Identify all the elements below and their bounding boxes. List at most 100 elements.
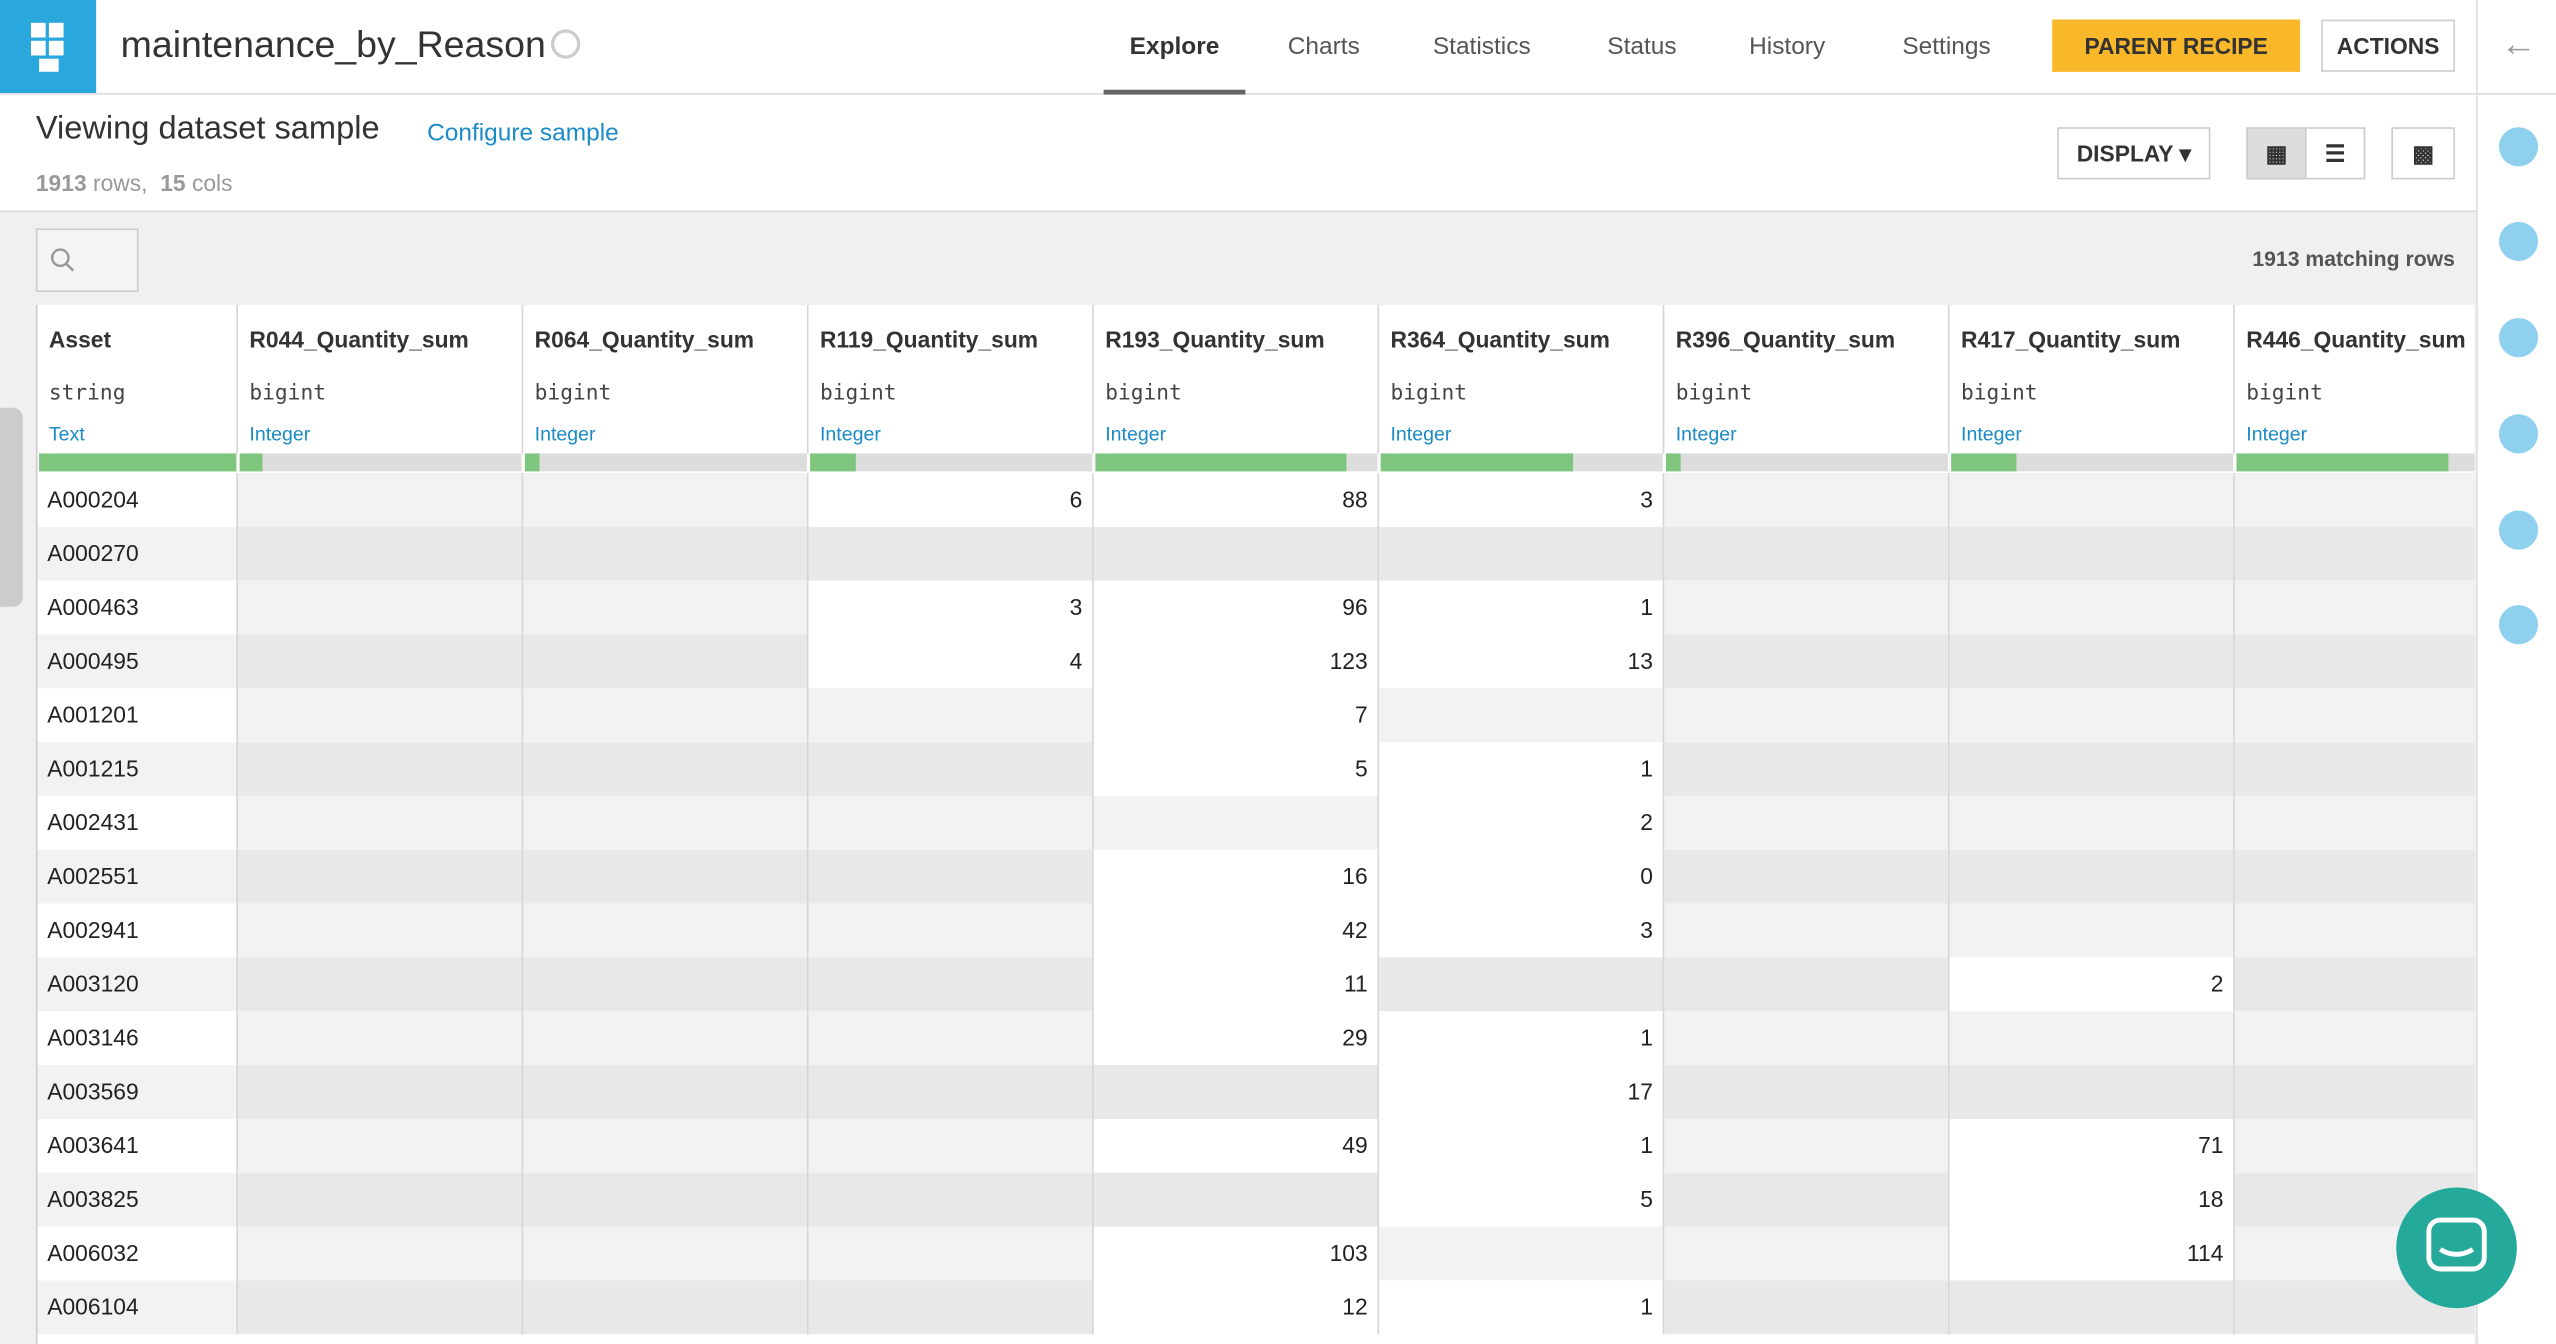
value-cell <box>523 957 809 1012</box>
column-meaning[interactable]: Integer <box>1675 422 1737 446</box>
column-type: bigint <box>1105 381 1182 407</box>
scroll-handle[interactable] <box>0 407 23 607</box>
cols-count: 15 <box>160 169 186 196</box>
value-cell <box>523 580 809 635</box>
column-header <box>1664 305 1950 454</box>
nav-tab[interactable]: History <box>1749 32 1826 61</box>
sidebar-icon[interactable] <box>2498 605 2539 645</box>
chat-bubble[interactable] <box>2396 1187 2517 1309</box>
completeness-track <box>239 453 522 472</box>
sidebar-icon[interactable] <box>2498 127 2539 167</box>
value-cell <box>1949 473 2235 527</box>
column-meaning[interactable]: Integer <box>1961 422 2022 446</box>
display-button[interactable]: DISPLAY ▾ <box>2057 127 2211 180</box>
value-cell: 12 <box>1093 1280 1380 1335</box>
sample-title: Viewing dataset sample <box>35 110 380 147</box>
sidebar-icon[interactable] <box>2498 318 2539 358</box>
value-cell <box>1379 957 1665 1012</box>
value-cell <box>1379 1226 1665 1281</box>
column-name[interactable]: R044_Quantity_sum <box>249 326 469 353</box>
value-cell <box>1664 742 1950 796</box>
asset-cell: A003120 <box>37 957 238 1012</box>
value-cell: 1 <box>1379 1280 1665 1335</box>
value-cell <box>523 1172 809 1227</box>
value-cell: 0 <box>1379 849 1665 904</box>
parent-recipe-button[interactable]: PARENT RECIPE <box>2052 19 2301 72</box>
chart-view-button[interactable]: ▩ <box>2391 127 2455 180</box>
value-cell <box>237 957 524 1012</box>
asset-cell: A000270 <box>37 526 238 581</box>
column-meaning[interactable]: Integer <box>534 422 596 446</box>
actions-button[interactable]: ACTIONS <box>2321 19 2455 72</box>
value-cell <box>237 849 524 904</box>
completeness-bar <box>1380 453 1573 472</box>
column-meaning[interactable]: Integer <box>819 422 881 446</box>
sidebar-icon[interactable] <box>2498 414 2539 454</box>
value-cell <box>1949 688 2235 743</box>
value-cell <box>2234 957 2475 1012</box>
value-cell <box>523 795 809 850</box>
column-name[interactable]: Asset <box>48 326 112 353</box>
completeness-bar <box>524 453 539 472</box>
column-name[interactable]: R193_Quantity_sum <box>1105 326 1325 353</box>
value-cell <box>237 795 524 850</box>
display-label: DISPLAY <box>2076 140 2174 167</box>
compass-icon[interactable] <box>550 29 581 59</box>
logo[interactable] <box>0 0 97 93</box>
grid-view-button[interactable]: ▦ <box>2246 127 2307 180</box>
value-cell <box>523 903 809 958</box>
list-view-button[interactable]: ☰ <box>2304 127 2366 180</box>
nav-tab[interactable]: Statistics <box>1432 32 1531 61</box>
column-name[interactable]: R446_Quantity_sum <box>2246 326 2466 353</box>
column-meaning[interactable]: Integer <box>1390 422 1452 446</box>
value-cell: 2 <box>1949 957 2235 1012</box>
column-name[interactable]: R364_Quantity_sum <box>1390 326 1610 353</box>
value-cell: 1 <box>1379 1118 1665 1173</box>
value-cell <box>1664 1226 1950 1281</box>
column-meaning[interactable]: Text <box>48 422 85 446</box>
row-col-count: 1913 rows, 15 cols <box>36 170 233 196</box>
column-meaning[interactable]: Integer <box>2246 422 2308 446</box>
value-cell <box>808 795 1094 850</box>
value-cell <box>1664 580 1950 635</box>
column-name[interactable]: R119_Quantity_sum <box>819 326 1039 353</box>
value-cell <box>1664 1172 1950 1227</box>
sidebar-icon[interactable] <box>2498 510 2539 550</box>
value-cell <box>1949 1011 2235 1066</box>
value-cell: 3 <box>1379 473 1665 527</box>
column-meaning[interactable]: Integer <box>249 422 311 446</box>
value-cell: 18 <box>1949 1172 2235 1227</box>
column-name[interactable]: R417_Quantity_sum <box>1961 326 2181 353</box>
value-cell <box>808 957 1094 1012</box>
value-cell <box>1093 1172 1380 1227</box>
value-cell <box>237 473 524 527</box>
search-box[interactable] <box>35 228 139 292</box>
nav-tab[interactable]: Charts <box>1287 32 1360 61</box>
nav-tab[interactable]: Status <box>1607 32 1677 61</box>
value-cell <box>523 1011 809 1066</box>
asset-cell: A002431 <box>37 795 238 850</box>
column-name[interactable]: R064_Quantity_sum <box>534 326 755 353</box>
value-cell <box>237 526 524 581</box>
value-cell <box>1379 526 1665 581</box>
sidebar-icon[interactable] <box>2498 221 2539 261</box>
back-arrow[interactable]: ← <box>2500 22 2537 64</box>
value-cell: 11 <box>1093 957 1380 1012</box>
value-cell <box>1664 1011 1950 1066</box>
nav-tab[interactable]: Explore <box>1129 32 1220 61</box>
column-header <box>238 305 524 454</box>
asset-cell: A000495 <box>37 634 238 689</box>
column-name[interactable]: R396_Quantity_sum <box>1675 326 1896 353</box>
value-cell <box>1949 526 2235 581</box>
value-cell <box>237 1011 524 1066</box>
column-type: bigint <box>819 381 897 407</box>
value-cell <box>2234 1065 2475 1119</box>
value-cell <box>237 1065 524 1119</box>
value-cell <box>523 1226 809 1281</box>
nav-tab[interactable]: Settings <box>1902 32 1991 61</box>
asset-cell: A003569 <box>37 1065 238 1119</box>
column-meaning[interactable]: Integer <box>1105 422 1167 446</box>
configure-link[interactable]: Configure sample <box>427 119 619 147</box>
value-cell: 6 <box>808 473 1094 527</box>
value-cell: 7 <box>1093 688 1380 743</box>
